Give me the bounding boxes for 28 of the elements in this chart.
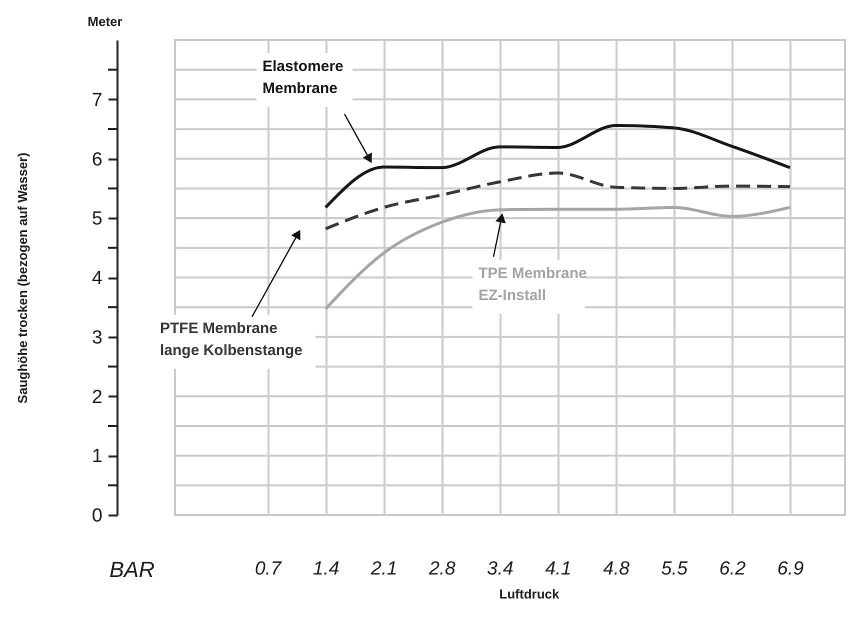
x-tick-label: 4.1 xyxy=(545,558,572,580)
y-tick-label: 2 xyxy=(92,386,102,408)
text: Elastomere Membrane xyxy=(262,58,344,98)
y-tick-label: 4 xyxy=(92,268,103,289)
x-tick-label: 4.8 xyxy=(603,558,630,580)
x-tick-label: 6.2 xyxy=(719,558,746,580)
y-tick-label: 7 xyxy=(92,90,102,111)
text: Meter xyxy=(88,14,122,29)
text: PTFE Membrane lange Kolbenstange xyxy=(160,320,303,359)
x-tick-label: 2.1 xyxy=(370,558,398,580)
x-tick-label: 2.8 xyxy=(428,558,456,580)
x-tick-label: 5.5 xyxy=(661,558,688,580)
x-tick-label: 0.7 xyxy=(254,558,283,580)
line-series xyxy=(324,206,792,310)
text: TPE Membrane EZ-Install xyxy=(478,264,587,304)
y-axis-title: Saughöhe trocken (bezogen auf Wasser) xyxy=(14,152,30,404)
y-tick-label: 3 xyxy=(92,327,102,348)
y-tick-label: 5 xyxy=(92,208,102,230)
y-tick-label: 0 xyxy=(92,506,102,526)
x-tick-label: 1.4 xyxy=(312,558,340,580)
x-tick-label: 6.9 xyxy=(777,558,804,580)
line-series xyxy=(324,172,792,230)
line-series xyxy=(324,124,792,209)
y-tick-label: 1 xyxy=(92,446,102,468)
x-tick-label: 3.4 xyxy=(487,558,514,580)
y-tick-label: 6 xyxy=(92,149,102,170)
x-axis-title: Luftdruck xyxy=(499,586,560,602)
text: BAR xyxy=(109,557,155,582)
